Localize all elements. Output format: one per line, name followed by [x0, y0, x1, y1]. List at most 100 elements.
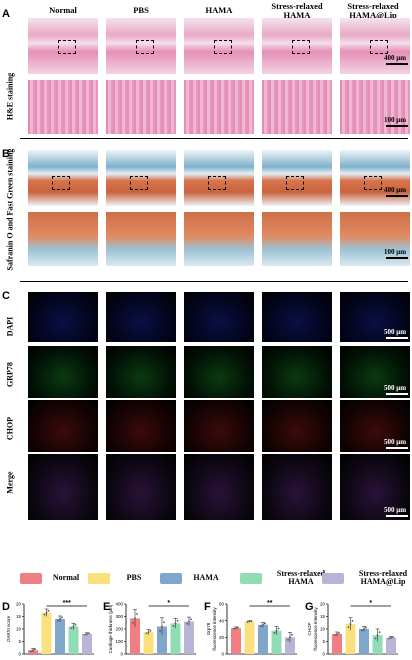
data-point [237, 626, 239, 629]
dapi-image [262, 292, 332, 342]
chop-image [28, 400, 98, 452]
legend-label: PBS [126, 573, 142, 582]
zoom-box [136, 40, 154, 54]
scale-bar-label: 400 μm [384, 186, 407, 194]
he-overview-image [184, 18, 254, 74]
data-point [291, 633, 293, 636]
panel-label-a: A [2, 8, 10, 20]
scale-bar [386, 515, 408, 517]
scale-bar [386, 195, 408, 197]
y-tick-label: 200 [115, 627, 123, 632]
chop-image [262, 400, 332, 452]
data-point [172, 624, 175, 627]
legend-swatch [88, 573, 110, 584]
y-tick-label: 60 [219, 602, 225, 607]
y-tick-label: 5 [18, 639, 21, 644]
zoom-box [130, 176, 148, 190]
chop-image [106, 400, 176, 452]
y-axis-label: fluorescence intensity [313, 607, 318, 651]
grp78-image [106, 346, 176, 398]
bar [386, 637, 396, 654]
data-point [59, 618, 61, 620]
y-axis-label: fluorescence intensity [212, 607, 217, 651]
data-point [57, 619, 59, 622]
merge-image [28, 454, 98, 520]
data-point [190, 618, 192, 621]
data-point [134, 617, 136, 620]
he-zoom-image [262, 80, 332, 134]
so-overview-image [184, 150, 254, 206]
bar [41, 612, 52, 654]
he-overview-image [262, 18, 332, 74]
data-point [132, 621, 134, 624]
scale-bar-label: 500 μm [384, 506, 407, 514]
legend-swatch [240, 573, 262, 584]
data-point [264, 622, 266, 625]
legend-label: Normal [52, 573, 80, 582]
bar [170, 623, 181, 654]
bar [184, 621, 194, 654]
data-point [233, 627, 235, 630]
merge-image [340, 454, 410, 520]
zoom-box [286, 176, 304, 190]
grp78-image [28, 346, 98, 398]
row-label-chop: CHOP [5, 416, 15, 441]
scale-bar-label: 100 μm [384, 248, 407, 256]
bar [285, 637, 295, 654]
row-label-grp78: GRP78 [5, 362, 15, 387]
legend-label: Stress-relaxed HAMA@Lip [358, 569, 408, 586]
legend-swatch [160, 573, 182, 584]
y-tick-label: 10 [320, 627, 326, 632]
he-overview-image [28, 18, 98, 74]
bar [143, 632, 154, 654]
y-tick-label: 100 [115, 639, 123, 644]
chop-image [184, 400, 254, 452]
y-tick-label: 0 [322, 652, 325, 657]
y-tick-label: 15 [320, 614, 326, 619]
y-tick-label: 40 [219, 618, 225, 623]
panel-label-c: C [2, 290, 10, 302]
legend-label: Stress-relaxed HAMA [276, 569, 326, 586]
data-point [45, 611, 48, 614]
separator-line [20, 138, 408, 139]
row-label-he: H&E staining [5, 72, 15, 121]
y-tick-label: 20 [16, 602, 22, 607]
bar [82, 634, 92, 654]
significance-label: * [369, 600, 372, 607]
he-zoom-image [28, 80, 98, 134]
data-point [163, 621, 165, 624]
column-header-normal: Normal [49, 5, 77, 15]
column-header-sr-hama-lip: Stress-relaxed HAMA@Lip [347, 1, 399, 20]
scale-bar-label: 100 μm [384, 116, 407, 124]
so-overview-image [262, 150, 332, 206]
scale-bar [386, 257, 408, 259]
data-point [145, 632, 148, 635]
row-label-so: Safranin O and Fast Green staining [5, 148, 15, 271]
bar [68, 626, 79, 654]
scale-bar-label: 400 μm [384, 54, 407, 62]
data-point [86, 633, 88, 635]
data-point [149, 629, 152, 632]
y-tick-label: 0 [18, 652, 21, 657]
y-tick-label: 15 [16, 614, 22, 619]
scale-bar [386, 337, 408, 339]
scale-bar [386, 63, 408, 65]
significance-label: *** [63, 600, 71, 607]
scale-bar [386, 393, 408, 395]
scale-bar [386, 125, 408, 127]
y-axis-label: CHOP [307, 622, 312, 635]
bar [332, 634, 342, 654]
data-point [188, 620, 190, 623]
data-point [262, 623, 264, 626]
he-overview-image [106, 18, 176, 74]
y-tick-label: 300 [115, 614, 123, 619]
data-point [147, 631, 150, 634]
column-header-pbs: PBS [133, 5, 149, 15]
data-point [30, 650, 32, 653]
data-point [338, 632, 340, 634]
bar [345, 624, 356, 654]
data-point [161, 625, 163, 628]
y-tick-label: 20 [219, 635, 225, 640]
merge-image [262, 454, 332, 520]
